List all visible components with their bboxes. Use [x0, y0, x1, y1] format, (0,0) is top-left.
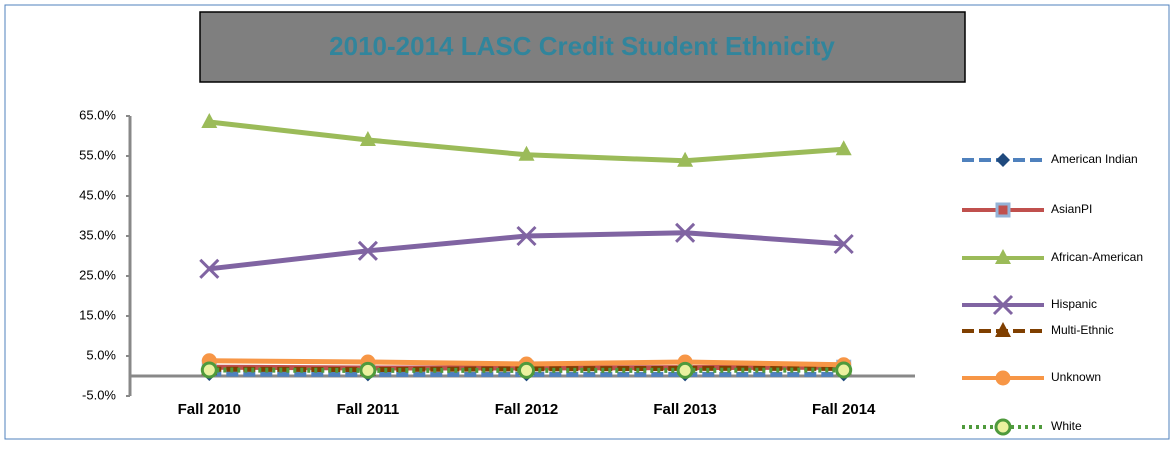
marker	[833, 233, 854, 255]
legend-marker	[994, 418, 1012, 436]
y-tick-label: 55.0%	[79, 147, 116, 162]
marker	[200, 361, 218, 379]
legend-label: Multi-Ethnic	[1051, 323, 1114, 337]
marker	[675, 222, 696, 243]
legend-marker	[995, 322, 1011, 337]
title-box	[199, 11, 966, 83]
legend-marker	[992, 294, 1014, 316]
y-tick-label: -5.0%	[82, 387, 116, 402]
legend-label: Hispanic	[1051, 297, 1097, 311]
x-tick-label: Fall 2013	[653, 401, 716, 418]
x-tick-label: Fall 2012	[495, 401, 558, 418]
marker	[677, 151, 694, 167]
marker	[357, 240, 378, 261]
marker	[995, 370, 1011, 386]
legend-marker	[995, 370, 1011, 386]
chart-title: 2010-2014 LASC Credit Student Ethnicity	[329, 31, 835, 61]
y-tick-label: 25.0%	[79, 267, 116, 282]
y-tick-label: 15.0%	[79, 307, 116, 322]
marker	[995, 202, 1011, 218]
marker	[201, 113, 218, 128]
y-tick-label: 5.0%	[86, 347, 116, 362]
marker	[996, 153, 1010, 167]
marker	[199, 258, 220, 279]
legend-marker	[995, 249, 1011, 264]
x-tick-label: Fall 2014	[812, 401, 876, 418]
marker	[995, 249, 1011, 264]
series	[199, 222, 854, 279]
legend-label: AsianPI	[1051, 202, 1092, 216]
legend-marker	[996, 153, 1010, 167]
marker	[994, 418, 1012, 436]
series	[200, 361, 853, 379]
marker	[992, 294, 1014, 316]
x-tick-label: Fall 2011	[337, 401, 400, 418]
legend-label: African-American	[1051, 250, 1143, 264]
y-tick-label: 45.0%	[79, 187, 116, 202]
legend-label: Unknown	[1051, 370, 1101, 384]
series	[201, 113, 852, 167]
y-tick-label: 65.0%	[79, 107, 116, 122]
marker	[676, 361, 694, 379]
marker	[518, 145, 535, 161]
y-tick-label: 35.0%	[79, 227, 116, 242]
x-tick-label: Fall 2010	[178, 401, 241, 418]
legend-label: American Indian	[1051, 152, 1138, 166]
marker	[516, 225, 537, 247]
marker	[518, 361, 535, 379]
marker	[359, 361, 377, 379]
marker	[359, 131, 376, 146]
marker	[835, 361, 853, 379]
legend-marker	[995, 202, 1011, 218]
legend-label: White	[1051, 419, 1082, 433]
marker	[995, 322, 1011, 337]
marker	[835, 140, 852, 156]
